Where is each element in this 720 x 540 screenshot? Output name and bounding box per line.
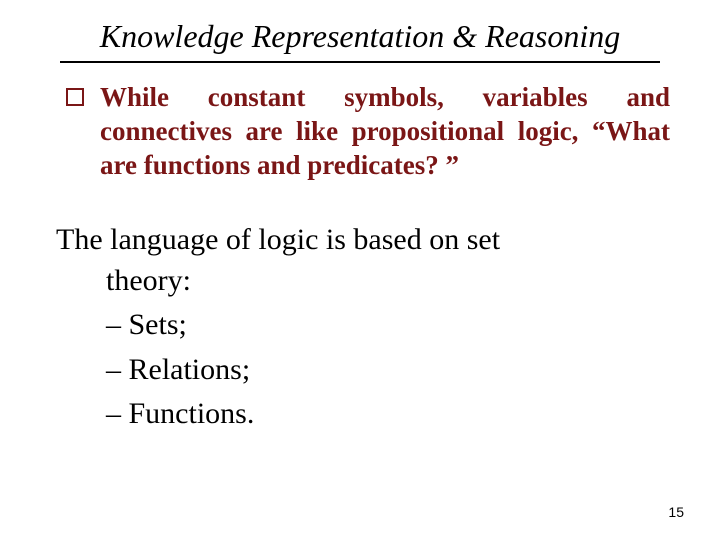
- page-number: 15: [668, 504, 684, 520]
- main-bullet-text: While constant symbols, variables and co…: [100, 81, 670, 182]
- square-bullet-icon: [66, 88, 84, 106]
- body-item-1: – Sets;: [106, 305, 670, 346]
- body-lead-line2: theory:: [106, 261, 670, 302]
- main-bullet: While constant symbols, variables and co…: [66, 81, 670, 182]
- body-item-3: – Functions.: [106, 394, 670, 435]
- slide: Knowledge Representation & Reasoning Whi…: [0, 0, 720, 540]
- body-block: The language of logic is based on set th…: [56, 220, 670, 435]
- body-item-2: – Relations;: [106, 350, 670, 391]
- body-lead-line1: The language of logic is based on set: [56, 220, 670, 261]
- slide-title: Knowledge Representation & Reasoning: [60, 18, 660, 63]
